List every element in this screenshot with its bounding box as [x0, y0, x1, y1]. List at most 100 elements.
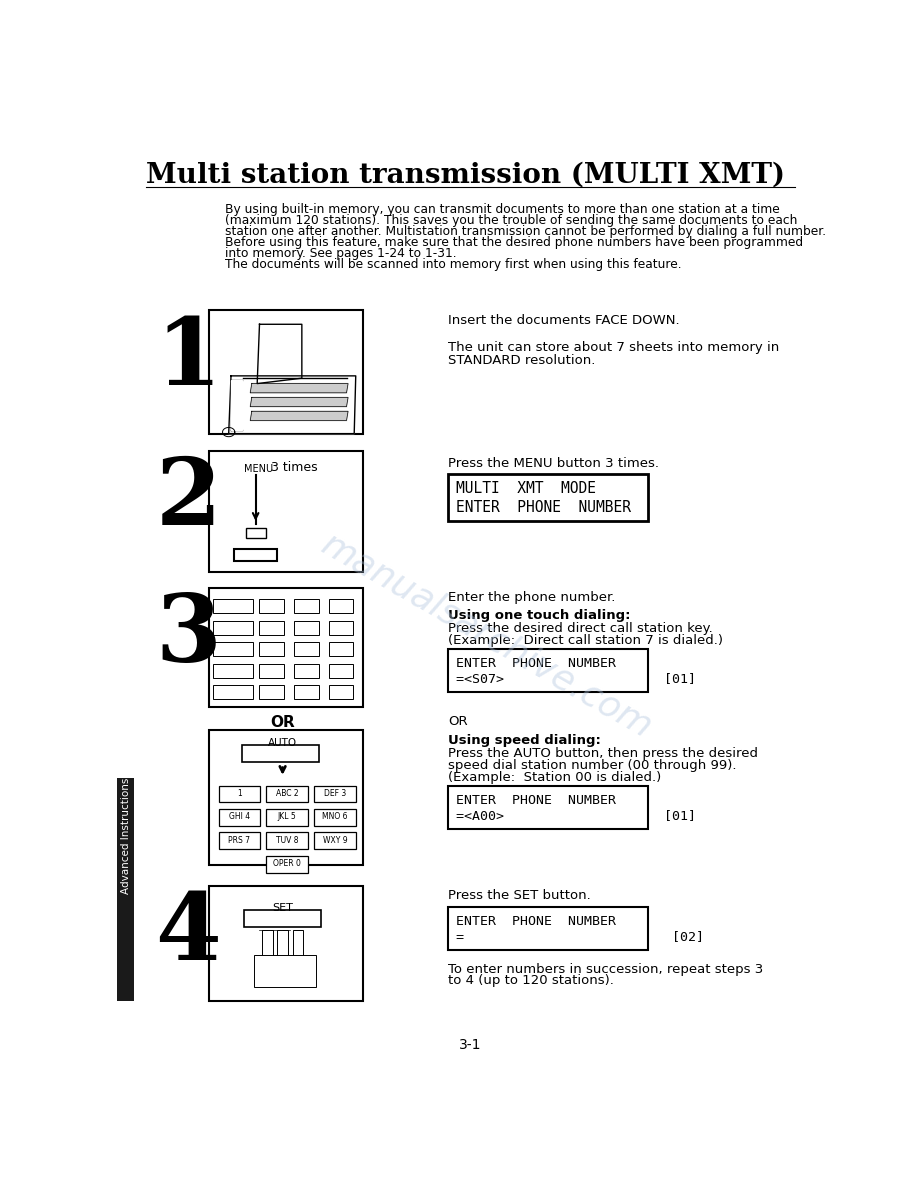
Bar: [234, 549, 277, 562]
Polygon shape: [251, 398, 348, 406]
Bar: [294, 685, 319, 700]
Text: 1: 1: [155, 315, 221, 404]
Text: (Example:  Direct call station 7 is dialed.): (Example: Direct call station 7 is diale…: [448, 634, 723, 646]
Polygon shape: [229, 375, 356, 434]
Bar: [293, 930, 303, 958]
Polygon shape: [251, 411, 348, 421]
Bar: [448, 649, 648, 691]
Bar: [329, 685, 353, 700]
Text: By using built-in memory, you can transmit documents to more than one station at: By using built-in memory, you can transm…: [225, 203, 779, 215]
Polygon shape: [251, 384, 348, 393]
Text: =<S07>                    [01]: =<S07> [01]: [456, 672, 696, 685]
Bar: [213, 643, 253, 656]
Bar: [218, 832, 261, 848]
Text: JKL 5: JKL 5: [278, 813, 297, 821]
Text: The documents will be scanned into memory first when using this feature.: The documents will be scanned into memor…: [225, 259, 681, 271]
Text: (maximum 120 stations). This saves you the trouble of sending the same documents: (maximum 120 stations). This saves you t…: [225, 214, 797, 227]
Bar: [314, 809, 356, 826]
Text: WXY 9: WXY 9: [322, 835, 347, 845]
Text: ABC 2: ABC 2: [276, 789, 298, 798]
Bar: [266, 855, 308, 872]
Bar: [213, 620, 253, 634]
Text: Before using this feature, make sure that the desired phone numbers have been pr: Before using this feature, make sure tha…: [225, 236, 803, 249]
Bar: [218, 785, 261, 802]
Text: speed dial station number (00 through 99).: speed dial station number (00 through 99…: [448, 759, 736, 771]
Bar: [448, 786, 648, 829]
Bar: [209, 885, 364, 1001]
Bar: [448, 474, 648, 522]
Text: SET: SET: [272, 903, 293, 912]
Text: into memory. See pages 1-24 to 1-31.: into memory. See pages 1-24 to 1-31.: [225, 247, 456, 260]
Bar: [262, 930, 273, 958]
Text: to 4 (up to 120 stations).: to 4 (up to 120 stations).: [448, 974, 614, 987]
Text: ENTER  PHONE  NUMBER: ENTER PHONE NUMBER: [456, 657, 616, 670]
Polygon shape: [257, 324, 302, 384]
Bar: [209, 731, 364, 865]
Bar: [241, 746, 319, 763]
Text: ENTER  PHONE  NUMBER: ENTER PHONE NUMBER: [456, 500, 631, 514]
Text: OR: OR: [270, 715, 295, 729]
Bar: [260, 620, 285, 634]
Bar: [213, 664, 253, 677]
Text: The unit can store about 7 sheets into memory in: The unit can store about 7 sheets into m…: [448, 341, 779, 354]
Bar: [260, 685, 285, 700]
Bar: [218, 809, 261, 826]
Text: (Example:  Station 00 is dialed.): (Example: Station 00 is dialed.): [448, 771, 661, 784]
Text: Press the SET button.: Press the SET button.: [448, 890, 591, 903]
Bar: [260, 643, 285, 656]
Bar: [329, 620, 353, 634]
Text: Press the desired direct call station key.: Press the desired direct call station ke…: [448, 623, 713, 636]
Text: GHI 4: GHI 4: [229, 813, 250, 821]
Bar: [277, 930, 288, 958]
Text: TUV 8: TUV 8: [276, 835, 298, 845]
Text: PRS 7: PRS 7: [229, 835, 251, 845]
Bar: [329, 664, 353, 677]
Text: 2: 2: [155, 455, 221, 544]
Text: Multi station transmission (MULTI XMT): Multi station transmission (MULTI XMT): [146, 162, 785, 189]
Text: Enter the phone number.: Enter the phone number.: [448, 592, 616, 605]
Text: Advanced Instructions: Advanced Instructions: [120, 778, 130, 895]
Bar: [329, 643, 353, 656]
Text: station one after another. Multistation transmission cannot be performed by dial: station one after another. Multistation …: [225, 225, 826, 238]
Text: STANDARD resolution.: STANDARD resolution.: [448, 354, 596, 367]
Text: To enter numbers in succession, repeat steps 3: To enter numbers in succession, repeat s…: [448, 962, 764, 975]
Text: =                          [02]: = [02]: [456, 930, 704, 943]
Text: 3: 3: [155, 592, 221, 682]
Bar: [260, 664, 285, 677]
Text: MULTI  XMT  MODE: MULTI XMT MODE: [456, 481, 596, 497]
Text: ENTER  PHONE  NUMBER: ENTER PHONE NUMBER: [456, 915, 616, 928]
Bar: [294, 599, 319, 613]
Bar: [314, 785, 356, 802]
Bar: [260, 599, 285, 613]
Bar: [246, 527, 265, 538]
Text: Insert the documents FACE DOWN.: Insert the documents FACE DOWN.: [448, 315, 679, 327]
Bar: [448, 908, 648, 949]
Text: 1: 1: [237, 789, 241, 798]
Text: OPER 0: OPER 0: [274, 859, 301, 868]
Text: MENU: MENU: [244, 465, 274, 474]
Text: Using speed dialing:: Using speed dialing:: [448, 734, 601, 747]
Bar: [209, 450, 364, 573]
Text: 4: 4: [155, 890, 221, 979]
Bar: [266, 809, 308, 826]
Text: 3 times: 3 times: [271, 461, 318, 474]
Bar: [266, 832, 308, 848]
Text: =<A00>                    [01]: =<A00> [01]: [456, 809, 696, 822]
Text: Using one touch dialing:: Using one touch dialing:: [448, 609, 631, 623]
Bar: [118, 778, 134, 1001]
Text: OR: OR: [448, 715, 468, 728]
Bar: [209, 310, 364, 434]
Polygon shape: [231, 380, 241, 430]
Bar: [213, 685, 253, 700]
Text: manualsarchive.com: manualsarchive.com: [315, 527, 658, 745]
Text: AUTO: AUTO: [268, 738, 297, 747]
Text: DEF 3: DEF 3: [324, 789, 346, 798]
Text: 3-1: 3-1: [459, 1038, 482, 1053]
Bar: [294, 664, 319, 677]
Bar: [294, 620, 319, 634]
Text: Press the MENU button 3 times.: Press the MENU button 3 times.: [448, 456, 659, 469]
Bar: [294, 643, 319, 656]
Bar: [266, 785, 308, 802]
Bar: [314, 832, 356, 848]
Bar: [209, 588, 364, 707]
